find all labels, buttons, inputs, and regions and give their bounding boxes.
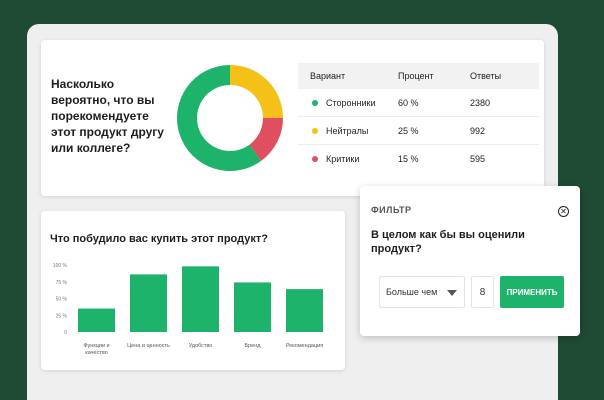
row-percent: 60 % — [398, 97, 419, 108]
x-tick-label: Цена и ценность — [127, 343, 170, 349]
x-tick-label: качество — [85, 350, 108, 356]
y-tick-label: 25 % — [56, 313, 68, 319]
promoters-dot-icon — [312, 99, 318, 106]
row-count: 2380 — [470, 97, 491, 108]
nps-card: Насколько вероятно, что вы порекомендует… — [41, 40, 544, 196]
x-tick-label: Рекомендация — [286, 343, 323, 349]
row-label: Критики — [326, 154, 360, 164]
y-tick-label: 50 % — [56, 297, 68, 303]
nps-question: Насколько вероятно, что вы порекомендует… — [51, 77, 164, 155]
bar-3 — [182, 266, 219, 332]
bar-4 — [234, 282, 271, 332]
header-percent: Процент — [398, 71, 434, 81]
table-row-promoters: Сторонники 60 % 2380 — [298, 89, 539, 117]
purchase-reasons-card: Что побудило вас купить этот продукт? 0 2… — [41, 211, 345, 370]
table-row-critics: Критики 15 % 595 — [298, 145, 539, 173]
row-count: 595 — [470, 154, 486, 164]
x-tick-label: Бренд — [245, 343, 262, 349]
nps-donut-chart — [177, 65, 283, 171]
header-variant: Вариант — [310, 71, 346, 81]
bar-2 — [130, 274, 167, 332]
filter-question: В целом как бы вы оценили продукт? — [371, 229, 525, 255]
row-count: 992 — [470, 125, 486, 136]
threshold-input[interactable]: 8 — [471, 276, 494, 308]
header-responses: Ответы — [470, 71, 502, 81]
donut-slice-critics — [249, 118, 283, 161]
close-icon[interactable]: ✕ — [558, 206, 569, 217]
x-tick-label: Функции и — [83, 343, 109, 349]
row-label: Нейтралы — [326, 125, 369, 136]
operator-select[interactable]: Больше чем — [379, 276, 465, 308]
critics-dot-icon — [312, 156, 318, 162]
bar-5 — [286, 289, 323, 332]
row-label: Сторонники — [326, 97, 376, 108]
x-tick-label: Удобство — [189, 343, 213, 349]
table-row-neutrals: Нейтралы 25 % 992 — [298, 117, 539, 145]
y-tick-label: 75 % — [56, 280, 68, 286]
y-tick-label: 100 % — [53, 263, 68, 269]
bar-1 — [78, 308, 115, 332]
nps-table-header: Вариант Процент Ответы — [298, 63, 539, 89]
bar-chart-title: Что побудило вас купить этот продукт? — [50, 233, 268, 245]
y-tick-label: 0 — [64, 330, 67, 336]
chevron-down-icon — [447, 290, 457, 296]
donut-slice-promoters — [177, 65, 262, 171]
donut-slice-neutrals — [230, 65, 283, 118]
neutrals-dot-icon — [312, 127, 318, 134]
operator-value: Больше чем — [386, 287, 438, 297]
row-percent: 15 % — [398, 154, 419, 164]
filter-popup: ФИЛЬТР ✕ В целом как бы вы оценили проду… — [360, 186, 580, 336]
filter-title: ФИЛЬТР — [371, 205, 412, 215]
row-percent: 25 % — [398, 125, 419, 136]
apply-button[interactable]: ПРИМЕНИТЬ — [500, 276, 564, 308]
nps-table: Вариант Процент Ответы Сторонники 60 % 2… — [298, 63, 539, 173]
